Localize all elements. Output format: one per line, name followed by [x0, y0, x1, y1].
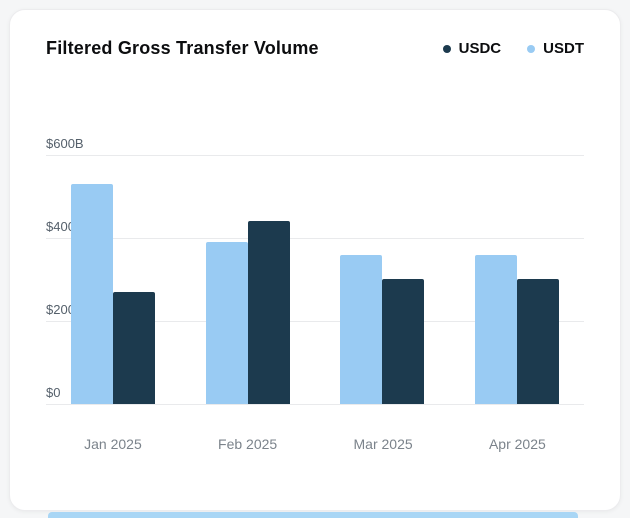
bar-usdt[interactable]: [340, 255, 383, 404]
x-axis-label: Mar 2025: [353, 436, 413, 452]
x-axis-label: Apr 2025: [488, 436, 546, 452]
legend-label: USDC: [458, 40, 502, 57]
gridline: [46, 404, 584, 405]
bar-group: [340, 255, 425, 404]
legend-label: USDT: [543, 40, 584, 57]
legend-item-usdc[interactable]: USDC: [442, 40, 502, 57]
bar-chart: $600B $400B $200B $0: [46, 136, 584, 405]
gridline: [46, 155, 584, 156]
x-axis-labels: Jan 2025 Feb 2025 Mar 2025 Apr 2025: [46, 436, 584, 452]
bar-usdc[interactable]: [247, 221, 290, 404]
legend-dot-icon: [442, 44, 451, 53]
bar-usdt[interactable]: [71, 184, 114, 404]
bar-group: [71, 184, 156, 404]
legend: USDC USDT: [442, 40, 584, 57]
gridline: [46, 321, 584, 322]
bar-usdc[interactable]: [516, 279, 559, 404]
x-axis-label: Feb 2025: [218, 436, 278, 452]
legend-dot-icon: [527, 44, 536, 53]
bars-layer: [46, 155, 584, 404]
legend-item-usdt[interactable]: USDT: [527, 40, 584, 57]
bar-usdc[interactable]: [382, 279, 425, 404]
next-card-peek: [48, 512, 578, 518]
bar-group: [205, 221, 290, 404]
bar-usdt[interactable]: [474, 255, 517, 404]
chart-card: Filtered Gross Transfer Volume USDC USDT …: [9, 9, 621, 511]
bar-usdc[interactable]: [113, 292, 156, 404]
y-axis-label: $600B: [46, 136, 84, 151]
gridline: [46, 238, 584, 239]
bar-usdt[interactable]: [205, 242, 248, 404]
chart-title: Filtered Gross Transfer Volume: [46, 38, 319, 58]
bar-group: [474, 255, 559, 404]
card-header: Filtered Gross Transfer Volume USDC USDT: [46, 38, 584, 59]
y-axis-label: $0: [46, 385, 61, 400]
x-axis-label: Jan 2025: [84, 436, 142, 452]
